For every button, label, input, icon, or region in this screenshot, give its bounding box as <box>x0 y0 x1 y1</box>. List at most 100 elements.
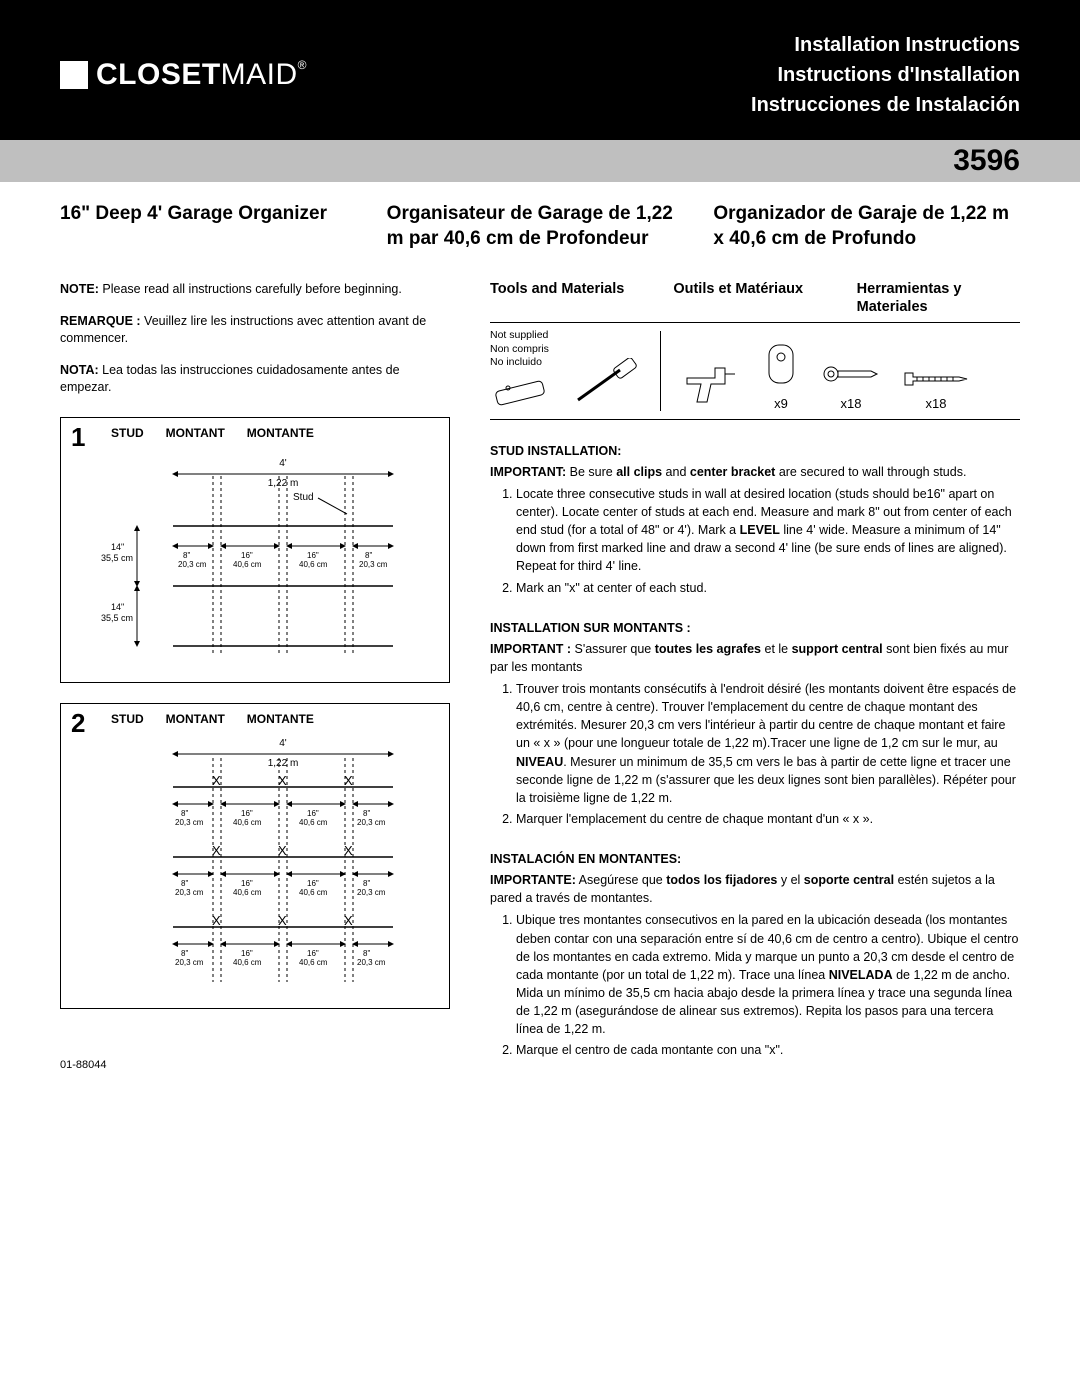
tools-box: Not supplied Non compris No incluido x9 <box>490 322 1020 420</box>
logo-reg: ® <box>298 58 307 72</box>
title-fr: Instructions d'Installation <box>751 60 1020 90</box>
model-number: 3596 <box>953 144 1020 177</box>
product-es: Organizador de Garaje de 1,22 m x 40,6 c… <box>713 202 1020 251</box>
svg-text:8": 8" <box>365 551 372 560</box>
right-column: Tools and Materials Outils et Matériaux … <box>490 281 1020 1071</box>
product-fr: Organisateur de Garage de 1,22 m par 40,… <box>387 202 694 251</box>
bracket-item: x18 <box>821 359 881 411</box>
svg-text:20,3 cm: 20,3 cm <box>357 818 386 827</box>
clip-item: x9 <box>761 339 801 411</box>
svg-text:16": 16" <box>307 879 319 888</box>
inst-fr-important: IMPORTANT : S'assurer que toutes les agr… <box>490 640 1020 676</box>
svg-text:14": 14" <box>111 602 124 612</box>
d1-stud-label: Stud <box>293 492 314 503</box>
inst-en-important: IMPORTANT: Be sure all clips and center … <box>490 463 1020 481</box>
svg-text:8": 8" <box>181 809 188 818</box>
note-fr-label: REMARQUE : <box>60 314 141 328</box>
drill-icon <box>681 358 741 411</box>
svg-text:16": 16" <box>241 551 253 560</box>
note-en: NOTE: Please read all instructions caref… <box>60 281 450 299</box>
inst-es-title: INSTALACIÓN EN MONTANTES: <box>490 850 1020 868</box>
diagram-1-svg: 4' 1,22 m Stud <box>93 446 433 666</box>
clip-qty: x9 <box>761 396 801 411</box>
svg-text:14": 14" <box>111 542 124 552</box>
svg-text:20,3 cm: 20,3 cm <box>175 888 204 897</box>
svg-text:X: X <box>212 843 221 858</box>
product-title-row: 16" Deep 4' Garage Organizer Organisateu… <box>60 202 1020 251</box>
left-column: NOTE: Please read all instructions caref… <box>60 281 450 1071</box>
divider <box>660 331 661 411</box>
header-titles: Installation Instructions Instructions d… <box>751 30 1020 120</box>
svg-text:X: X <box>212 773 221 788</box>
diag-h-montante: MONTANTE <box>247 426 314 440</box>
svg-text:40,6 cm: 40,6 cm <box>299 958 328 967</box>
svg-text:20,3 cm: 20,3 cm <box>359 560 388 569</box>
svg-text:20,3 cm: 20,3 cm <box>357 888 386 897</box>
model-bar: 3596 <box>0 140 1080 182</box>
svg-text:8": 8" <box>363 809 370 818</box>
diag-h-stud: STUD <box>111 426 144 440</box>
instructions-en: STUD INSTALLATION: IMPORTANT: Be sure al… <box>490 442 1020 597</box>
notsup-en: Not supplied <box>490 329 550 343</box>
svg-text:20,3 cm: 20,3 cm <box>357 958 386 967</box>
logo-light: MAID <box>221 58 298 91</box>
svg-text:40,6 cm: 40,6 cm <box>233 958 262 967</box>
step-number-1: 1 <box>71 422 85 453</box>
svg-text:40,6 cm: 40,6 cm <box>299 888 328 897</box>
svg-text:8": 8" <box>181 879 188 888</box>
inst-es-steps: Ubique tres montantes consecutivos en la… <box>490 911 1020 1059</box>
inst-en-title: STUD INSTALLATION: <box>490 442 1020 460</box>
screw-item: x18 <box>901 369 971 411</box>
note-es-label: NOTA: <box>60 363 99 377</box>
page-content: 16" Deep 4' Garage Organizer Organisateu… <box>0 182 1080 1111</box>
diag2-h-montant: MONTANT <box>166 712 225 726</box>
inst-es-important: IMPORTANTE: Asegúrese que todos los fija… <box>490 871 1020 907</box>
svg-text:16": 16" <box>307 551 319 560</box>
diag2-h-montante: MONTANTE <box>247 712 314 726</box>
svg-text:X: X <box>278 913 287 928</box>
header-bar: CLOSETMAID® Installation Instructions In… <box>0 0 1080 140</box>
logo: CLOSETMAID® <box>60 58 307 92</box>
svg-text:1,22 m: 1,22 m <box>268 758 299 769</box>
svg-text:35,5 cm: 35,5 cm <box>101 553 133 563</box>
svg-text:16": 16" <box>241 949 253 958</box>
inst-en-li2: Mark an "x" at center of each stud. <box>516 579 1020 597</box>
svg-text:X: X <box>278 773 287 788</box>
svg-text:35,5 cm: 35,5 cm <box>101 613 133 623</box>
svg-text:X: X <box>344 773 353 788</box>
logo-bold: CLOSET <box>96 58 221 91</box>
svg-text:40,6 cm: 40,6 cm <box>233 560 262 569</box>
svg-text:X: X <box>212 913 221 928</box>
logo-square-icon <box>60 61 88 89</box>
logo-text: CLOSETMAID® <box>96 58 307 92</box>
diag2-h-stud: STUD <box>111 712 144 726</box>
main-columns: NOTE: Please read all instructions caref… <box>60 281 1020 1071</box>
svg-text:20,3 cm: 20,3 cm <box>175 818 204 827</box>
svg-text:40,6 cm: 40,6 cm <box>299 818 328 827</box>
clip-icon <box>761 339 801 389</box>
svg-text:20,3 cm: 20,3 cm <box>175 958 204 967</box>
d1-width-m: 1,22 m <box>268 478 299 489</box>
doc-number: 01-88044 <box>60 1059 450 1071</box>
inst-fr-title: INSTALLATION SUR MONTANTS : <box>490 619 1020 637</box>
title-en: Installation Instructions <box>751 30 1020 60</box>
tools-en: Tools and Materials <box>490 281 653 316</box>
svg-text:X: X <box>344 913 353 928</box>
notsup-fr: Non compris <box>490 343 550 357</box>
svg-text:8": 8" <box>183 551 190 560</box>
svg-text:20,3 cm: 20,3 cm <box>178 560 207 569</box>
inst-fr-steps: Trouver trois montants consécutifs à l'e… <box>490 680 1020 828</box>
svg-text:8": 8" <box>363 949 370 958</box>
svg-text:X: X <box>278 843 287 858</box>
inst-fr-li2: Marquer l'emplacement du centre de chaqu… <box>516 810 1020 828</box>
note-en-label: NOTE: <box>60 282 99 296</box>
bracket-icon <box>821 359 881 389</box>
svg-text:16": 16" <box>241 879 253 888</box>
inst-en-li1: Locate three consecutive studs in wall a… <box>516 485 1020 576</box>
svg-text:8": 8" <box>363 879 370 888</box>
diagram-1: 1 STUD MONTANT MONTANTE 4' 1,22 m <box>60 417 450 683</box>
note-fr: REMARQUE : Veuillez lire les instruction… <box>60 313 450 348</box>
tools-es: Herramientas y Materiales <box>857 281 1020 316</box>
screw-icon <box>901 369 971 389</box>
tools-header-row: Tools and Materials Outils et Matériaux … <box>490 281 1020 316</box>
